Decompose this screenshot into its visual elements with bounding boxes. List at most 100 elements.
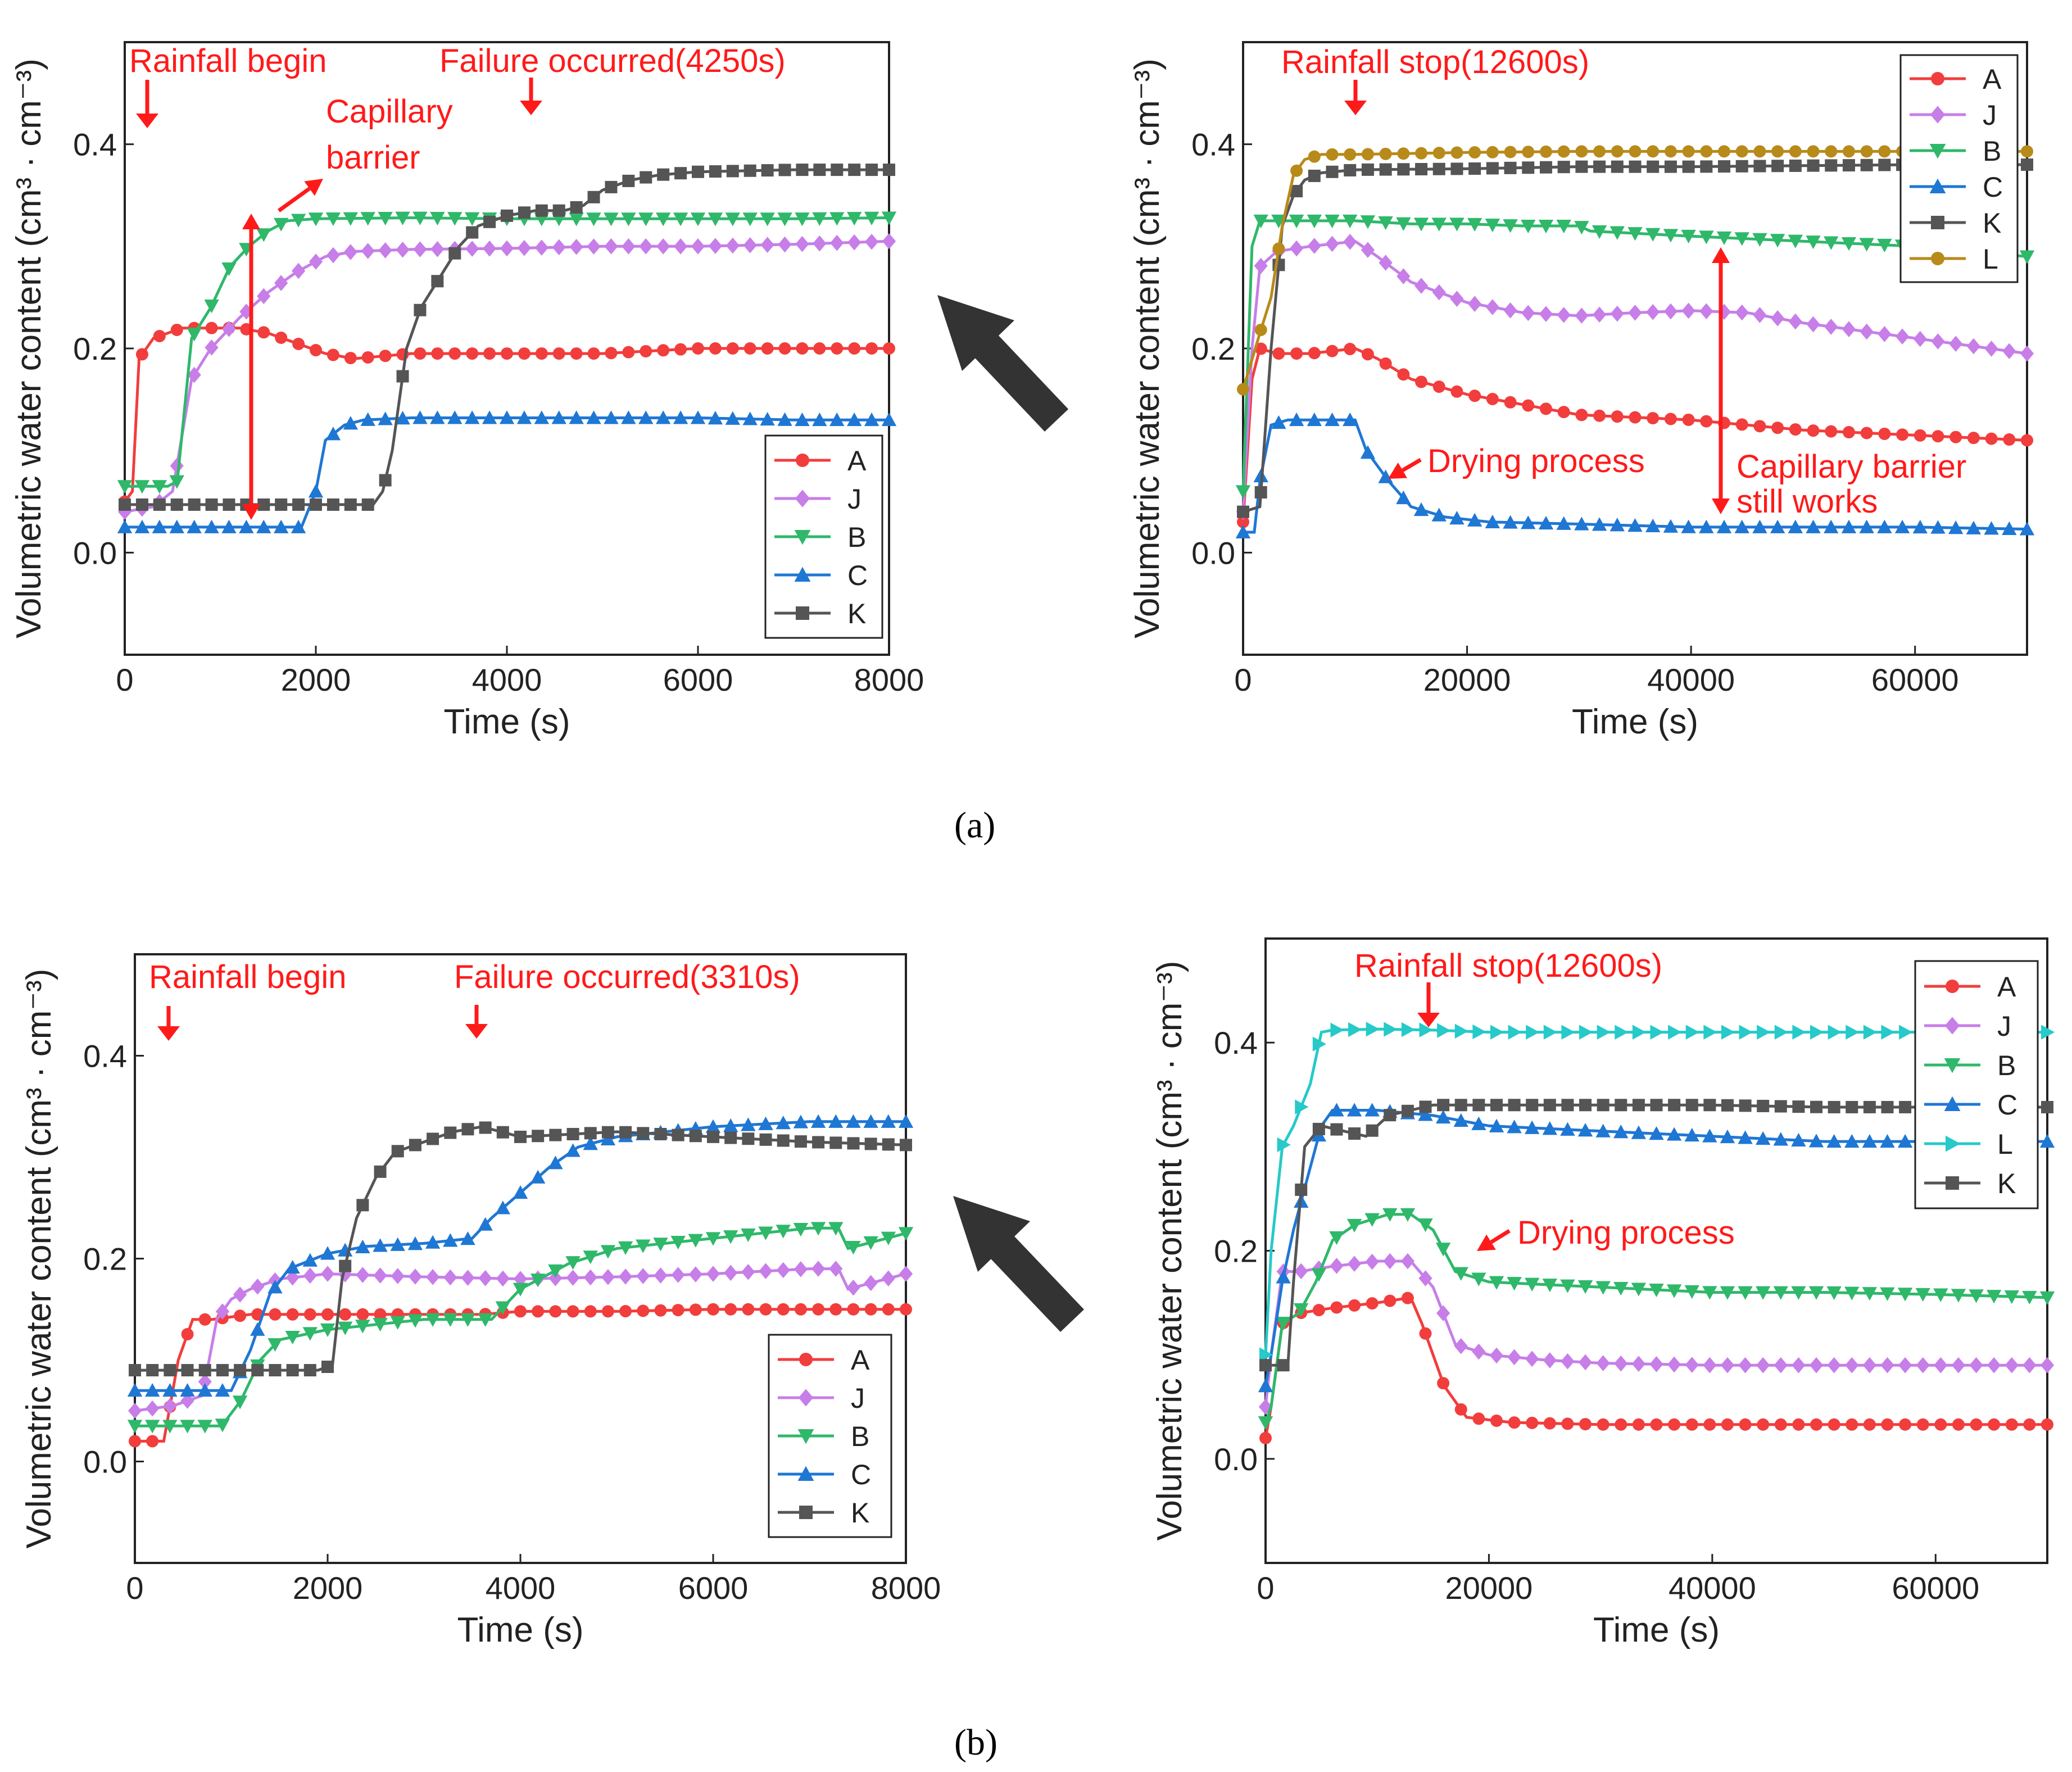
- data-point-K: [1860, 158, 1873, 171]
- data-point-J: [1485, 299, 1499, 315]
- data-point-B: [1791, 1286, 1806, 1300]
- data-point-J: [1646, 303, 1660, 320]
- data-point-C: [725, 411, 741, 425]
- data-point-A: [1539, 402, 1552, 415]
- data-point-L: [1272, 242, 1285, 255]
- data-point-B: [1684, 1285, 1699, 1299]
- data-point-B: [267, 1338, 283, 1352]
- data-point-B: [495, 1301, 511, 1315]
- data-point-K: [812, 1136, 825, 1149]
- data-point-A: [1789, 423, 1802, 436]
- data-point-B: [197, 1420, 212, 1434]
- data-point-K: [327, 498, 339, 511]
- data-point-K: [1415, 163, 1428, 176]
- data-point-K: [1384, 1109, 1397, 1122]
- arrow-rainfall-begin-b-head: [157, 1026, 180, 1041]
- data-point-C: [1844, 1134, 1860, 1148]
- arrow-drying-b: [1477, 1229, 1511, 1251]
- data-point-A: [1384, 1294, 1397, 1307]
- transition-arrow-a: [937, 295, 1069, 432]
- data-point-A: [1361, 348, 1374, 361]
- data-point-K: [1700, 160, 1713, 173]
- data-point-L: [1721, 1025, 1735, 1040]
- data-point-J: [1845, 1357, 1859, 1374]
- data-point-B: [1770, 234, 1785, 248]
- data-point-A: [1860, 427, 1873, 439]
- arrow-capillary-barrier-a: [277, 179, 323, 212]
- data-point-A: [1792, 1418, 1805, 1431]
- data-point-B: [1413, 217, 1429, 232]
- data-point-L: [1579, 1025, 1593, 1040]
- data-point-C: [1489, 1118, 1504, 1132]
- data-point-J: [1806, 316, 1820, 333]
- data-point-A: [129, 1435, 141, 1448]
- data-point-L: [1366, 1022, 1380, 1037]
- series-A: [1259, 1291, 2053, 1444]
- data-point-K: [1450, 162, 1463, 175]
- data-point-A: [1259, 1431, 1272, 1444]
- data-point-B: [670, 1235, 686, 1250]
- data-point-J: [274, 275, 288, 291]
- data-point-C: [482, 410, 497, 424]
- data-point-C: [1418, 1107, 1433, 1121]
- data-point-J: [1966, 338, 1980, 355]
- data-point-L: [1860, 145, 1873, 158]
- data-point-A: [726, 342, 739, 355]
- data-point-C: [1984, 521, 1999, 535]
- data-point-B: [1969, 1289, 1984, 1303]
- data-point-J: [618, 1268, 633, 1285]
- data-point-J: [760, 237, 774, 253]
- data-point-J: [1343, 233, 1357, 250]
- data-point-C: [1538, 515, 1554, 530]
- data-point-J: [1330, 1258, 1344, 1274]
- data-point-J: [1468, 296, 1482, 312]
- data-point-C: [447, 410, 463, 424]
- data-point-B: [1933, 1288, 1948, 1302]
- data-point-L: [1401, 1022, 1416, 1037]
- legend-marker-A: [1931, 72, 1944, 85]
- data-point-J: [425, 1269, 440, 1285]
- data-point-L: [1237, 383, 1249, 396]
- data-point-K: [761, 164, 774, 177]
- data-point-J: [1397, 268, 1411, 284]
- data-point-C: [378, 411, 393, 425]
- data-point-J: [899, 1266, 913, 1282]
- data-point-J: [1418, 1270, 1432, 1286]
- data-point-J: [180, 1393, 194, 1409]
- data-point-K: [396, 370, 409, 383]
- data-point-A: [1757, 1418, 1770, 1431]
- data-point-C: [758, 1116, 773, 1130]
- data-point-B: [144, 1420, 160, 1434]
- data-point-K: [619, 1126, 632, 1139]
- data-point-B: [1507, 1277, 1522, 1291]
- data-point-L: [1437, 1023, 1451, 1038]
- data-point-B: [1289, 214, 1304, 229]
- data-point-J: [413, 241, 427, 257]
- data-point-K: [1508, 1099, 1521, 1112]
- data-point-A: [1650, 1418, 1663, 1431]
- data-point-C: [760, 411, 775, 426]
- data-point-B: [1364, 1213, 1380, 1227]
- data-point-C: [846, 412, 862, 427]
- data-point-J: [356, 1267, 370, 1283]
- data-point-C: [1449, 511, 1465, 525]
- data-point-J: [1507, 1349, 1521, 1366]
- data-point-L: [2021, 145, 2033, 158]
- data-point-B: [881, 1231, 896, 1245]
- data-point-B: [1503, 219, 1518, 233]
- data-point-K: [1718, 160, 1731, 173]
- data-point-C: [1235, 524, 1251, 538]
- data-point-A: [205, 321, 218, 334]
- x-tick-label: 0: [116, 662, 133, 697]
- data-point-K: [622, 174, 635, 187]
- data-point-C: [1364, 1103, 1380, 1117]
- data-point-J: [1738, 1357, 1752, 1374]
- plot-layer: 0 2000 4000 6000 8000 0.0 0.2 0.4 Time (s) Volume…: [10, 41, 924, 741]
- data-point-C: [1396, 490, 1411, 505]
- data-point-J: [1578, 1354, 1593, 1371]
- data-point-K: [356, 1199, 369, 1212]
- data-point-B: [1400, 1208, 1416, 1222]
- data-point-B: [1418, 1218, 1433, 1232]
- data-point-K: [1899, 1100, 1912, 1113]
- data-point-B: [513, 1282, 528, 1297]
